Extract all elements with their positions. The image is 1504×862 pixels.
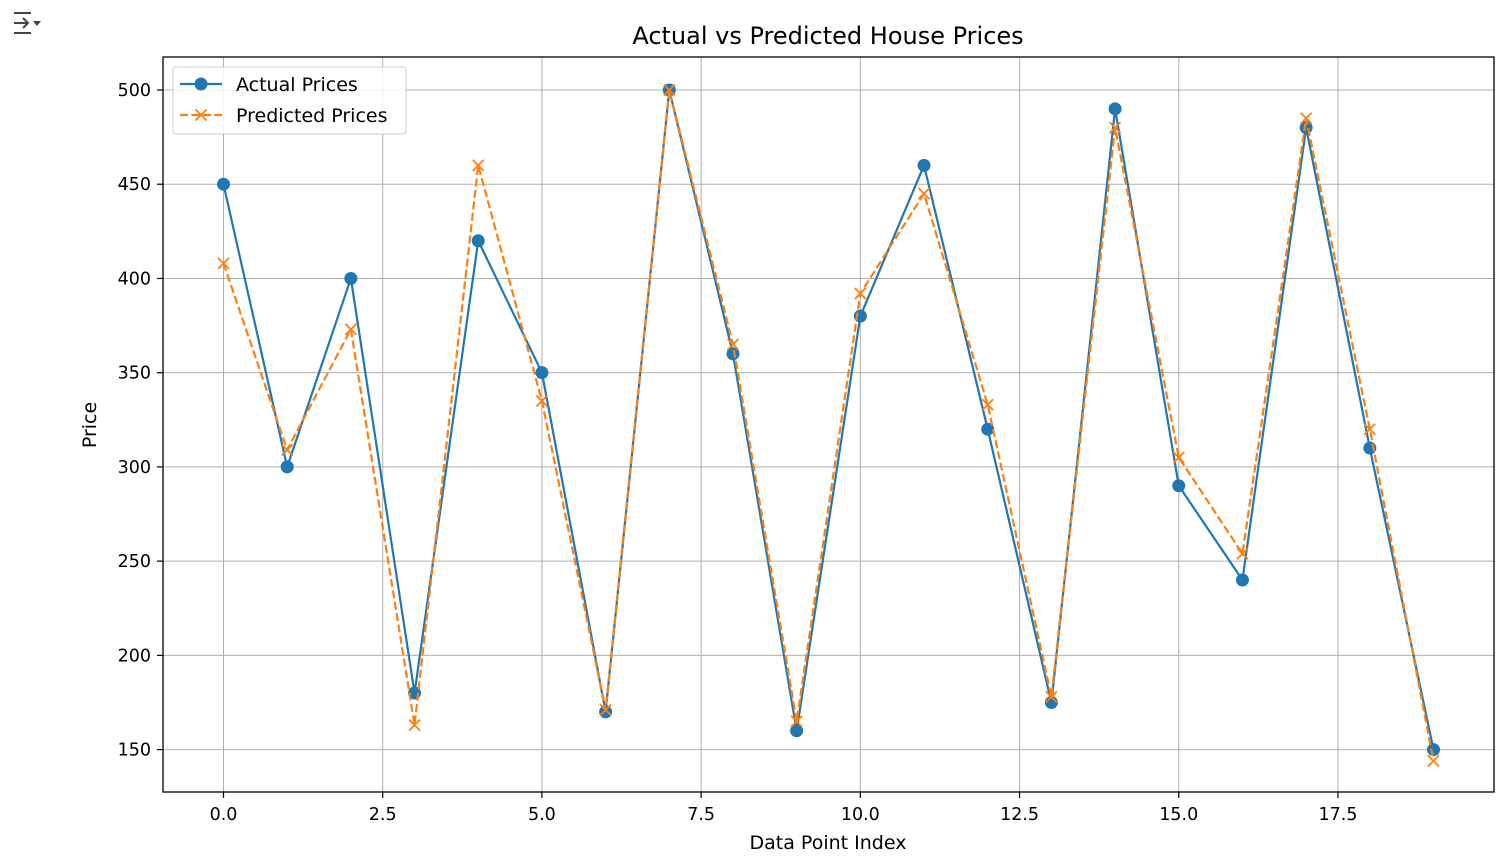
x-tick-label: 12.5 [1000,805,1039,825]
y-tick-label: 500 [118,81,151,101]
predicted-prices-point [344,323,358,336]
actual-prices-point [1108,102,1122,116]
y-tick-label: 300 [118,458,151,478]
series-layer [217,83,1440,768]
actual-prices-point [790,724,804,738]
legend-item-actual-prices: Actual Prices [180,74,358,96]
actual-prices-point [471,234,485,248]
y-tick-label: 350 [118,364,151,384]
y-tick-label: 150 [118,741,151,761]
predicted-prices-point [854,287,867,300]
y-tick-label: 200 [118,646,151,666]
predicted-prices-point [981,398,994,411]
series-predicted-prices [217,83,1440,768]
predicted-prices-point [535,394,549,408]
legend-marker [194,77,208,91]
predicted-prices-point [1427,754,1440,768]
predicted-prices-point [726,338,740,351]
predicted-prices-point [1108,121,1122,134]
actual-prices-point [1172,479,1186,493]
legend: Actual Prices Predicted Prices [172,66,407,135]
predicted-prices-point [599,703,612,717]
axis-ticks: 0.0 2.5 5.0 7.5 10.0 12.5 15.0 17.5 150 200 250 300… [118,81,1358,825]
actual-prices-point [1235,573,1249,587]
actual-prices-point [217,177,230,191]
predicted-prices-point [472,159,485,172]
predicted-prices-point [1236,547,1249,560]
actual-prices-point [344,271,358,285]
series-actual-prices [217,83,1440,757]
legend-marker [194,108,208,122]
predicted-prices-point [1363,423,1376,436]
chart-title: Actual vs Predicted House Prices [632,22,1023,50]
predicted-prices-point [917,187,931,200]
predicted-prices-point [790,715,803,728]
x-tick-label: 15.0 [1159,805,1198,825]
x-tick-label: 2.5 [369,805,397,825]
predicted-prices-point [217,257,230,270]
x-tick-label: 0.0 [210,805,238,825]
actual-prices-point [917,158,931,172]
predicted-prices-point [663,83,676,97]
collapse-output-icon [14,12,41,34]
x-axis-label: Data Point Index [750,832,907,854]
y-tick-label: 250 [118,552,151,572]
legend-label: Predicted Prices [236,105,387,127]
actual-prices-line [222,88,1435,750]
predicted-prices-point [1045,690,1058,703]
actual-prices-point [280,460,294,474]
predicted-prices-point [1299,112,1313,125]
predicted-prices-point [408,718,421,732]
collapse-output-button[interactable] [10,8,44,38]
axes-frame [162,56,1495,793]
predicted-prices-point [1172,451,1185,464]
y-tick-label: 450 [118,175,151,195]
grid-lines [163,57,1494,792]
y-tick-label: 400 [118,269,151,289]
x-tick-label: 5.0 [528,805,556,825]
actual-prices-point [1427,743,1440,757]
x-tick-label: 17.5 [1318,805,1357,825]
x-tick-label: 7.5 [687,805,715,825]
actual-prices-point [535,366,549,380]
legend-frame [172,66,407,135]
actual-prices-point [1044,695,1058,709]
predicted-prices-line [222,88,1435,762]
y-axis-label: Price [79,402,101,448]
predicted-prices-point [281,443,294,457]
legend-label: Actual Prices [236,74,358,96]
legend-item-predicted-prices: Predicted Prices [180,105,387,127]
x-tick-label: 10.0 [841,805,880,825]
